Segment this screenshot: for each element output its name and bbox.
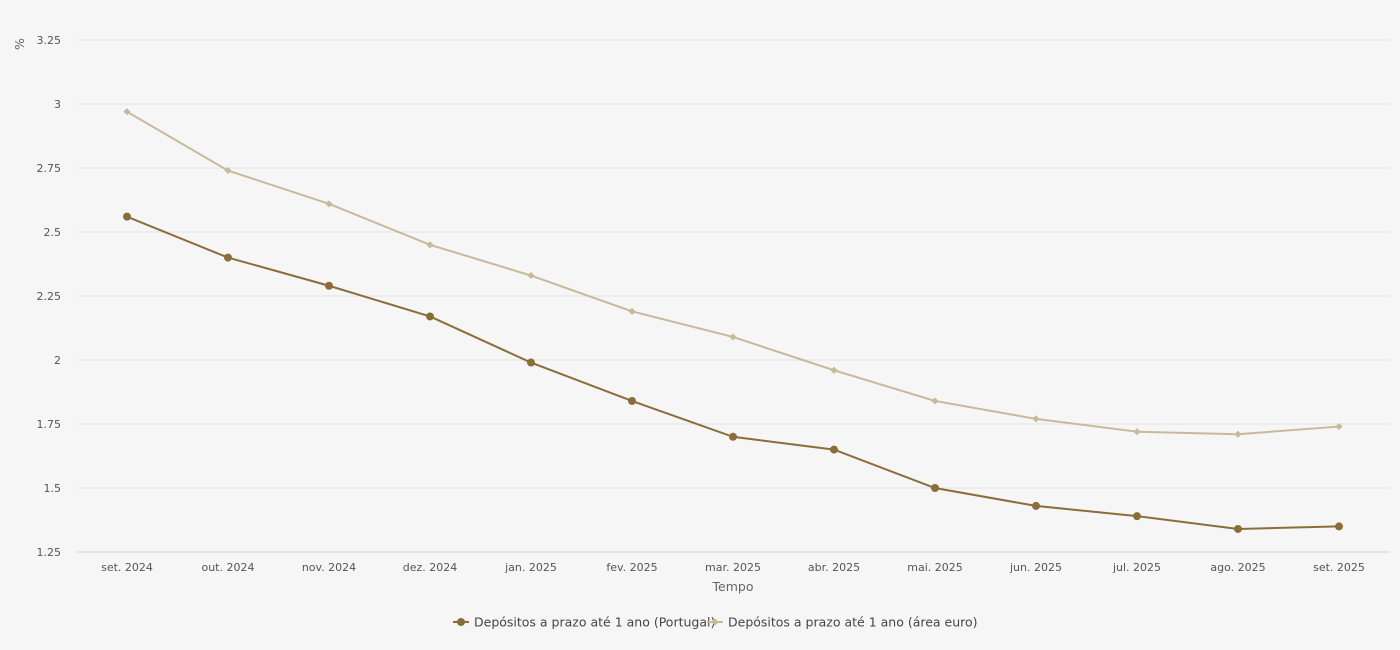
- y-tick-label: 1.25: [37, 546, 62, 559]
- y-tick-label: 2.75: [37, 162, 62, 175]
- data-point[interactable]: [1032, 415, 1040, 423]
- x-tick-label: ago. 2025: [1210, 561, 1265, 574]
- legend-label: Depósitos a prazo até 1 ano (área euro): [728, 615, 978, 630]
- x-tick-label: set. 2025: [1313, 561, 1365, 574]
- data-point[interactable]: [1234, 430, 1242, 438]
- data-point[interactable]: [931, 484, 939, 492]
- data-point[interactable]: [729, 333, 737, 341]
- legend-item-portugal[interactable]: Depósitos a prazo até 1 ano (Portugal): [453, 615, 715, 630]
- data-point[interactable]: [527, 271, 535, 280]
- x-tick-label: fev. 2025: [606, 561, 657, 574]
- legend-marker: [457, 618, 465, 626]
- x-tick-label: jun. 2025: [1009, 561, 1062, 574]
- y-tick-label: 3.25: [37, 34, 62, 47]
- x-tick-label: abr. 2025: [808, 561, 860, 574]
- legend-item-area-euro[interactable]: Depósitos a prazo até 1 ano (área euro): [707, 615, 978, 630]
- data-point[interactable]: [325, 281, 333, 290]
- y-axis-ticks: 1.25 1.5 1.75 2 2.25 2.5 2.75 3 3.25: [37, 34, 62, 559]
- x-tick-label: dez. 2024: [403, 561, 458, 574]
- series-portugal: [123, 212, 1343, 533]
- series-area-euro: [123, 108, 1343, 438]
- data-point[interactable]: [123, 212, 131, 221]
- x-tick-label: out. 2024: [201, 561, 254, 574]
- y-tick-label: 2.25: [37, 290, 62, 303]
- y-tick-label: 2: [54, 354, 61, 367]
- x-tick-label: mai. 2025: [907, 561, 963, 574]
- y-axis-title: %: [12, 38, 27, 50]
- data-point[interactable]: [325, 200, 333, 208]
- data-point[interactable]: [1133, 512, 1141, 521]
- data-point[interactable]: [628, 396, 636, 405]
- data-point[interactable]: [1335, 522, 1343, 531]
- x-tick-label: mar. 2025: [705, 561, 761, 574]
- data-point[interactable]: [1234, 524, 1242, 533]
- x-tick-label: set. 2024: [101, 561, 153, 574]
- x-tick-label: jan. 2025: [504, 561, 557, 574]
- x-axis-title: Tempo: [712, 579, 754, 594]
- data-point[interactable]: [224, 166, 232, 175]
- grid-lines: [77, 39, 1390, 489]
- data-point[interactable]: [931, 397, 939, 405]
- data-point[interactable]: [1133, 428, 1141, 436]
- data-point[interactable]: [830, 445, 838, 454]
- x-axis-ticks: set. 2024 out. 2024 nov. 2024 dez. 2024 jan.…: [101, 561, 1365, 574]
- y-tick-label: 1.5: [44, 482, 62, 495]
- data-point[interactable]: [1032, 501, 1040, 510]
- series-layer: [123, 108, 1343, 533]
- legend: Depósitos a prazo até 1 ano (Portugal) De…: [453, 615, 978, 630]
- series-line: [126, 110, 1340, 436]
- data-point[interactable]: [729, 432, 737, 441]
- x-tick-label: nov. 2024: [302, 561, 356, 574]
- y-tick-label: 3: [54, 98, 61, 111]
- data-point[interactable]: [830, 366, 838, 374]
- legend-label: Depósitos a prazo até 1 ano (Portugal): [474, 615, 715, 630]
- x-tick-label: jul. 2025: [1112, 561, 1161, 574]
- data-point[interactable]: [628, 307, 636, 315]
- data-point[interactable]: [1335, 422, 1343, 431]
- data-point[interactable]: [426, 312, 434, 321]
- data-point[interactable]: [527, 358, 535, 367]
- series-line: [126, 215, 1340, 530]
- data-point[interactable]: [123, 108, 131, 116]
- data-point[interactable]: [426, 241, 434, 249]
- y-tick-label: 1.75: [37, 418, 62, 431]
- legend-marker: [711, 618, 719, 626]
- y-tick-label: 2.5: [44, 226, 62, 239]
- data-point[interactable]: [224, 253, 232, 262]
